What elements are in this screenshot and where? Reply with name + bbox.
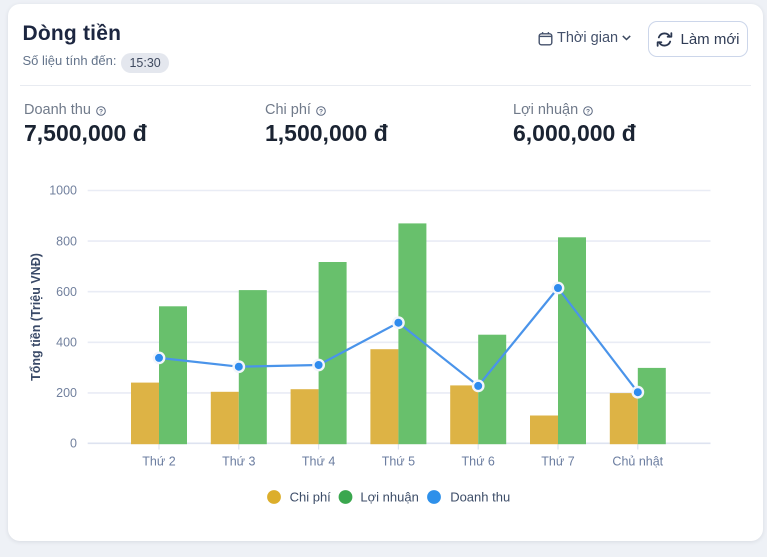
svg-text:1000: 1000 (49, 184, 77, 198)
svg-text:800: 800 (56, 234, 77, 248)
svg-text:Thứ 2: Thứ 2 (142, 455, 175, 469)
svg-text:Thứ 7: Thứ 7 (541, 455, 574, 469)
svg-text:200: 200 (56, 386, 77, 400)
svg-text:Chủ nhật: Chủ nhật (612, 455, 663, 469)
svg-text:Thứ 3: Thứ 3 (222, 455, 255, 469)
svg-text:Thứ 5: Thứ 5 (382, 455, 415, 469)
svg-text:0: 0 (70, 437, 77, 451)
svg-text:Doanh thu: Doanh thu (450, 490, 510, 505)
svg-text:Lợi nhuận: Lợi nhuận (360, 490, 418, 505)
svg-text:?: ? (99, 108, 103, 115)
svg-text:Thứ 4: Thứ 4 (302, 455, 335, 469)
svg-text:?: ? (586, 108, 590, 115)
svg-text:400: 400 (56, 336, 77, 350)
svg-text:600: 600 (56, 285, 77, 299)
svg-text:Chi phí: Chi phí (290, 490, 332, 505)
svg-text:?: ? (319, 108, 323, 115)
svg-text:Thứ 6: Thứ 6 (462, 455, 495, 469)
svg-text:Tổng tiền (Triệu VNĐ): Tổng tiền (Triệu VNĐ) (29, 253, 43, 381)
